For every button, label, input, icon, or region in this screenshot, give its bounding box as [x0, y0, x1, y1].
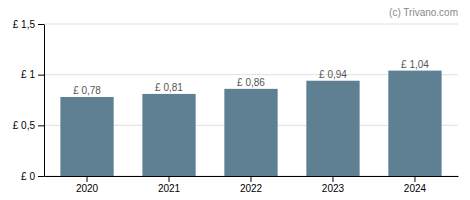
x-tick: 2020 — [76, 176, 99, 194]
grid-line — [44, 24, 458, 25]
y-tick: £ 0 — [21, 171, 44, 182]
y-tick: £ 1 — [21, 69, 44, 80]
y-axis-line — [44, 25, 45, 177]
annotation: (c) Trivano.com — [389, 7, 458, 18]
x-tick-mark — [332, 176, 333, 182]
x-tick: 2023 — [322, 176, 345, 194]
y-tick-label: £ 0,5 — [13, 120, 36, 131]
x-tick: 2022 — [240, 176, 263, 194]
y-tick-mark — [38, 176, 44, 177]
x-tick: 2021 — [158, 176, 181, 194]
y-tick: £ 1,5 — [13, 19, 44, 30]
x-tick-label: 2024 — [404, 183, 427, 194]
x-tick-label: 2022 — [240, 183, 263, 194]
data-label: £ 0,94 — [319, 69, 347, 80]
bar — [224, 89, 277, 176]
data-label: £ 0,81 — [155, 82, 183, 93]
bar — [142, 94, 195, 176]
grid — [44, 24, 458, 176]
bar — [60, 97, 113, 176]
x-tick-label: 2020 — [76, 183, 99, 194]
data-label: £ 1,04 — [401, 59, 429, 70]
data-label: £ 0,86 — [237, 77, 265, 88]
bar — [306, 81, 359, 176]
y-tick: £ 0,5 — [13, 120, 44, 131]
y-tick-label: £ 1 — [21, 69, 35, 80]
x-tick-mark — [251, 176, 252, 182]
y-tick-mark — [38, 75, 44, 76]
bars — [60, 71, 441, 176]
plot: £ 0 £ 0,5 £ 1 £ 1,5 2020 2021 2022 2023 2024 £ 0,… — [13, 19, 459, 194]
y-axis: £ 0 £ 0,5 £ 1 £ 1,5 — [13, 19, 45, 182]
x-axis: 2020 2021 2022 2023 2024 — [45, 176, 459, 194]
x-tick-label: 2021 — [158, 183, 181, 194]
bar — [388, 71, 441, 176]
y-tick-label: £ 1,5 — [13, 19, 36, 30]
y-tick-mark — [38, 125, 44, 126]
chart: £ 0 £ 0,5 £ 1 £ 1,5 2020 2021 2022 2023 2024 £ 0,… — [0, 0, 470, 200]
x-tick: 2024 — [404, 176, 427, 194]
x-tick-mark — [87, 176, 88, 182]
x-tick-label: 2023 — [322, 183, 345, 194]
y-tick-label: £ 0 — [21, 171, 35, 182]
y-tick-mark — [38, 24, 44, 25]
data-labels: £ 0,78 £ 0,81 £ 0,86 £ 0,94 £ 1,04 — [73, 59, 429, 96]
x-tick-mark — [414, 176, 415, 182]
data-label: £ 0,78 — [73, 85, 101, 96]
x-tick-mark — [169, 176, 170, 182]
